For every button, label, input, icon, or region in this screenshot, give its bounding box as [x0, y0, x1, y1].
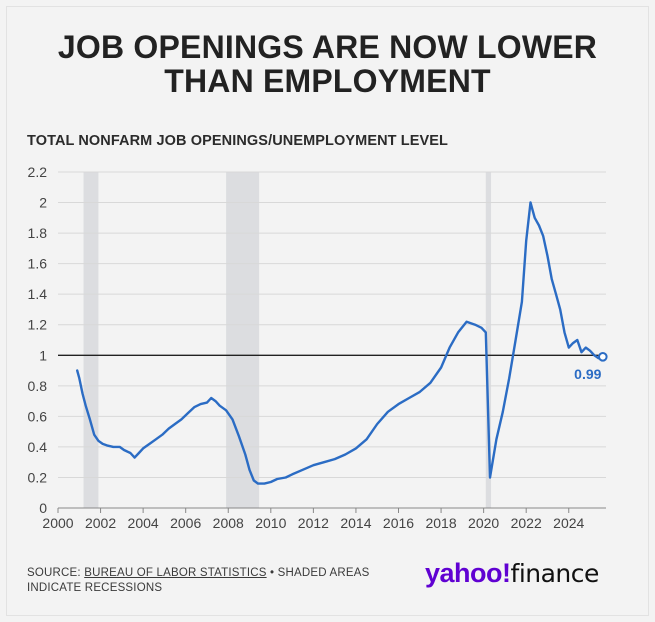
source-line-2: INDICATE RECESSIONS: [27, 582, 163, 594]
recession-band: [226, 172, 260, 508]
source-prefix: SOURCE:: [27, 567, 85, 579]
x-tick-label: 2022: [511, 515, 542, 531]
y-tick-label: 0: [39, 500, 47, 516]
y-tick-label: 2.2: [28, 164, 48, 180]
logo-finance: finance: [510, 559, 600, 588]
source-note: SOURCE: BUREAU OF LABOR STATISTICS • SHA…: [27, 566, 370, 596]
y-tick-label: 0.8: [28, 378, 48, 394]
y-tick-label: 0.4: [28, 439, 48, 455]
y-tick-label: 1.6: [28, 256, 48, 272]
logo-yahoo: yahoo: [425, 558, 503, 588]
x-tick-label: 2000: [42, 515, 73, 531]
recession-band: [83, 172, 99, 508]
end-point-marker: [598, 352, 608, 362]
y-tick-label: 1: [39, 347, 47, 363]
chart-subtitle: TOTAL NONFARM JOB OPENINGS/UNEMPLOYMENT …: [27, 133, 448, 149]
x-tick-label: 2002: [85, 515, 116, 531]
x-tick-label: 2020: [468, 515, 499, 531]
headline-line-2: THAN EMPLOYMENT: [164, 63, 491, 99]
x-tick-label: 2012: [298, 515, 329, 531]
y-tick-label: 0.6: [28, 408, 48, 424]
y-tick-label: 1.8: [28, 225, 48, 241]
x-tick-label: 2006: [170, 515, 201, 531]
yahoo-finance-logo: yahoo!finance: [425, 558, 599, 589]
card-frame: [6, 6, 649, 616]
y-tick-label: 2: [39, 195, 47, 211]
x-tick-label: 2008: [213, 515, 244, 531]
end-point-label: 0.99: [574, 366, 601, 382]
x-tick-label: 2024: [553, 515, 584, 531]
x-tick-label: 2010: [255, 515, 286, 531]
series-line: [75, 201, 604, 485]
logo-bang: !: [502, 558, 511, 588]
headline-line-1: JOB OPENINGS ARE NOW LOWER: [57, 29, 598, 65]
source-link[interactable]: BUREAU OF LABOR STATISTICS: [84, 567, 267, 579]
recession-band: [485, 172, 492, 508]
source-suffix: • SHADED AREAS: [266, 567, 370, 579]
y-tick-label: 0.2: [28, 469, 48, 485]
x-tick-label: 2016: [383, 515, 414, 531]
y-tick-label: 1.2: [28, 317, 48, 333]
y-tick-label: 1.4: [28, 286, 48, 302]
x-tick-label: 2004: [128, 515, 159, 531]
headline: JOB OPENINGS ARE NOW LOWER THAN EMPLOYME…: [0, 30, 655, 98]
x-tick-label: 2018: [425, 515, 456, 531]
x-tick-label: 2014: [340, 515, 371, 531]
